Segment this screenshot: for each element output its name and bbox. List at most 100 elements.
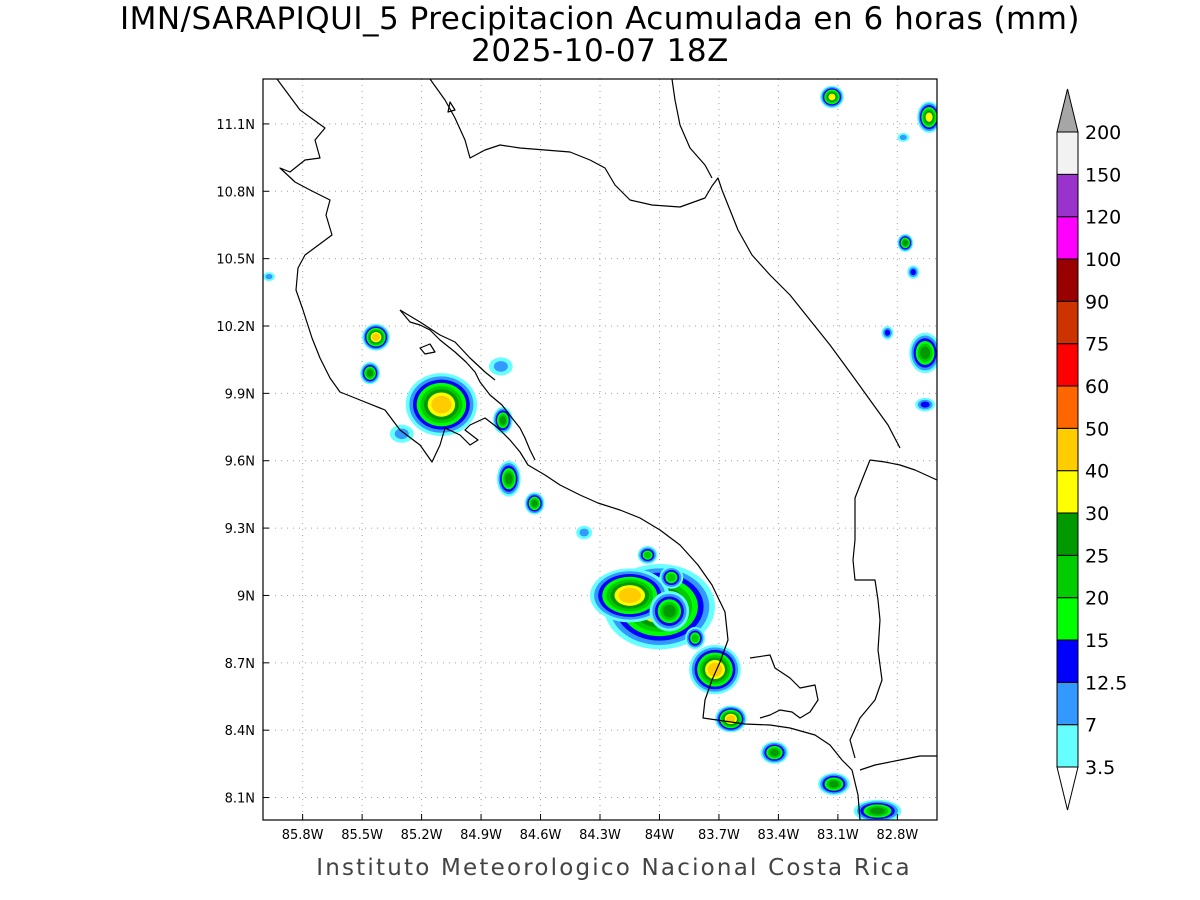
precip-cell bbox=[649, 590, 690, 632]
colorbar-level-label: 20 bbox=[1085, 588, 1109, 610]
precip-cell bbox=[760, 741, 789, 764]
colorbar-swatch bbox=[1056, 554, 1079, 599]
precip-contour-25 bbox=[902, 240, 908, 246]
coastlines-borders bbox=[276, 79, 937, 820]
precip-cell bbox=[576, 525, 593, 540]
x-tick-label: 84.3W bbox=[579, 828, 621, 843]
x-tick-label: 84.9W bbox=[460, 828, 502, 843]
lake-nicaragua-shore bbox=[429, 79, 723, 208]
colorbar-under-triangle bbox=[1056, 766, 1079, 811]
precip-contour-20 bbox=[667, 573, 676, 582]
precip-contour-12.5 bbox=[920, 401, 930, 408]
colorbar-level-label: 50 bbox=[1085, 418, 1109, 440]
x-tick-label: 82.8W bbox=[876, 828, 918, 843]
precip-contour-7 bbox=[265, 273, 273, 280]
precip-contour-25 bbox=[828, 780, 839, 788]
island-small bbox=[447, 101, 456, 113]
colorbar-swatch bbox=[1056, 385, 1079, 429]
precip-cell bbox=[853, 799, 902, 820]
colorbar-level-label: 30 bbox=[1085, 503, 1109, 525]
colorbar-swatch bbox=[1056, 427, 1079, 472]
precip-cell bbox=[917, 101, 937, 133]
colorbar-swatch bbox=[1056, 512, 1079, 556]
colorbar-level-label: 150 bbox=[1085, 164, 1121, 186]
colorbar-swatch bbox=[1056, 597, 1079, 641]
panama-border bbox=[869, 459, 937, 481]
bocas-coast bbox=[849, 459, 883, 759]
chart-subtitle-date: 2025-10-07 18Z bbox=[471, 33, 729, 69]
x-tick-label: 83.4W bbox=[758, 828, 800, 843]
precip-cell bbox=[714, 705, 747, 733]
precip-cell bbox=[689, 644, 741, 695]
precip-contour-40 bbox=[726, 715, 736, 723]
colorbar-over-triangle bbox=[1056, 88, 1079, 133]
precip-contour-20 bbox=[691, 634, 699, 642]
precip-cell bbox=[360, 361, 380, 385]
y-axis-ticks: 8.1N 8.4N 8.7N 9N 9.3N 9.6N 9.9N 10.2N 10.5N 10.8… bbox=[216, 118, 269, 807]
precip-contour-25 bbox=[366, 369, 374, 377]
precip-contour-7 bbox=[899, 134, 907, 141]
precip-cell bbox=[590, 568, 670, 623]
precip-contour-7 bbox=[394, 428, 409, 440]
precip-cell bbox=[897, 132, 910, 142]
colorbar-level-label: 3.5 bbox=[1085, 757, 1115, 779]
precip-contour-25 bbox=[505, 473, 513, 485]
precip-cell bbox=[907, 265, 920, 279]
precip-cell bbox=[389, 424, 414, 443]
precip-cell bbox=[685, 626, 706, 650]
y-tick-label: 10.8N bbox=[216, 185, 255, 200]
colorbar-swatch bbox=[1056, 216, 1079, 260]
x-tick-label: 84W bbox=[645, 828, 675, 843]
colorbar-level-label: 75 bbox=[1085, 334, 1109, 356]
precip-contour-25 bbox=[531, 499, 538, 507]
y-tick-label: 8.4N bbox=[225, 724, 255, 739]
colorbar-swatch bbox=[1056, 300, 1079, 345]
caribbean-coast bbox=[721, 189, 901, 449]
colorbar-swatch bbox=[1056, 724, 1079, 768]
precip-contour-25 bbox=[770, 749, 779, 757]
colorbar-swatch bbox=[1056, 173, 1079, 218]
colorbar-level-label: 100 bbox=[1085, 249, 1121, 271]
precip-contour-25 bbox=[920, 346, 931, 360]
precip-cell bbox=[362, 323, 390, 351]
y-tick-label: 8.7N bbox=[225, 657, 255, 672]
colorbar-level-label: 15 bbox=[1085, 630, 1109, 652]
precip-cell bbox=[659, 566, 684, 589]
nicaragua-border bbox=[399, 309, 496, 381]
x-tick-label: 84.6W bbox=[520, 828, 562, 843]
precip-contour-12.5 bbox=[910, 269, 916, 276]
colorbar-swatch bbox=[1056, 470, 1079, 514]
precip-contour-20 bbox=[644, 551, 651, 559]
colorbar-swatch bbox=[1056, 131, 1079, 175]
precip-contour-40 bbox=[618, 587, 641, 604]
precip-cell bbox=[496, 460, 521, 497]
x-tick-label: 85.8W bbox=[282, 828, 324, 843]
y-tick-label: 9.9N bbox=[225, 387, 255, 402]
y-tick-label: 9.6N bbox=[225, 455, 255, 470]
colorbar-level-label: 90 bbox=[1085, 291, 1109, 313]
costa-rica-coastline bbox=[276, 79, 861, 820]
precip-cell bbox=[818, 772, 850, 796]
nicaragua-caribbean-coast bbox=[671, 79, 713, 179]
lat-lon-grid bbox=[263, 79, 937, 820]
x-tick-label: 85.2W bbox=[401, 828, 443, 843]
precip-contour-25 bbox=[663, 604, 676, 618]
colorbar-level-label: 25 bbox=[1085, 545, 1109, 567]
precip-contour-40 bbox=[372, 333, 380, 342]
y-tick-label: 9.3N bbox=[225, 522, 255, 537]
precipitation-field bbox=[263, 85, 937, 820]
precip-cell bbox=[405, 373, 478, 437]
precip-cell bbox=[524, 492, 545, 515]
precip-cell bbox=[637, 546, 658, 565]
colorbar-swatch bbox=[1056, 258, 1079, 302]
colorbar-level-label: 40 bbox=[1085, 461, 1109, 483]
colorbar-legend: 3.5 7 12.5 15 20 25 30 40 50 60 75 90 100 120 150 200 bbox=[1056, 88, 1127, 811]
x-tick-label: 83.1W bbox=[817, 828, 859, 843]
burica-coast bbox=[859, 755, 937, 771]
precip-cell bbox=[492, 406, 513, 434]
colorbar-swatch bbox=[1056, 681, 1079, 726]
colorbar-level-label: 7 bbox=[1085, 715, 1097, 737]
y-tick-label: 8.1N bbox=[225, 792, 255, 807]
y-tick-label: 10.2N bbox=[216, 320, 255, 335]
